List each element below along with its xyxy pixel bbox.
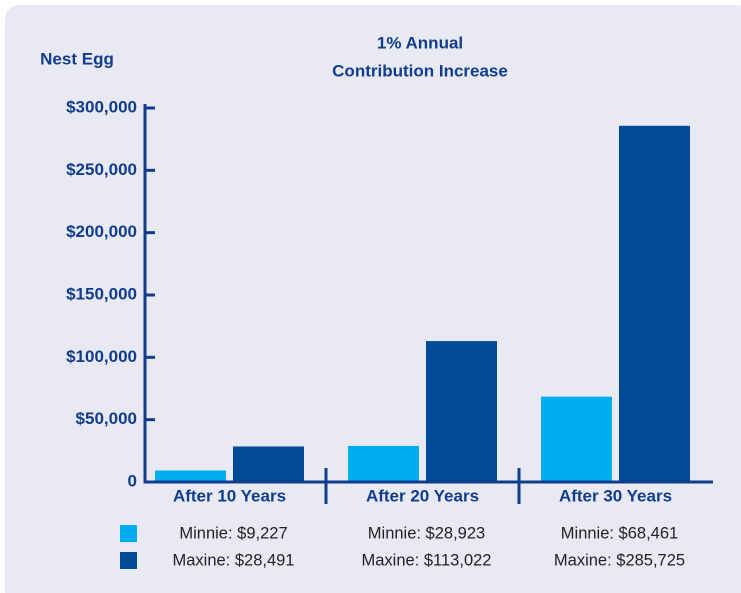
bar bbox=[619, 125, 690, 482]
value-label: Maxine: $285,725 bbox=[554, 551, 685, 569]
value-label: Minnie: $28,923 bbox=[368, 524, 485, 542]
x-tick-label: After 10 Years bbox=[173, 486, 286, 505]
bar bbox=[233, 446, 304, 482]
y-tick-label: $100,000 bbox=[66, 347, 137, 366]
bar bbox=[541, 396, 612, 482]
x-tick-label: After 20 Years bbox=[366, 486, 479, 505]
x-tick-label: After 30 Years bbox=[559, 486, 672, 505]
chart-title: 1% Annual bbox=[377, 33, 463, 52]
y-tick-label: $150,000 bbox=[66, 284, 137, 303]
y-tick-label: $200,000 bbox=[66, 222, 137, 241]
value-label: Minnie: $9,227 bbox=[179, 524, 287, 542]
y-tick-label: 0 bbox=[128, 471, 137, 490]
value-label: Minnie: $68,461 bbox=[561, 524, 678, 542]
y-tick-label: $300,000 bbox=[66, 97, 137, 116]
chart-title: Contribution Increase bbox=[332, 61, 508, 80]
y-tick-label: $250,000 bbox=[66, 160, 137, 179]
value-label: Maxine: $113,022 bbox=[362, 551, 492, 569]
bar bbox=[155, 470, 226, 482]
bar bbox=[348, 445, 419, 482]
y-tick-label: $50,000 bbox=[76, 409, 137, 428]
bar bbox=[426, 341, 497, 482]
y-axis-label: Nest Egg bbox=[40, 49, 114, 68]
legend-swatch bbox=[120, 525, 137, 542]
legend-swatch bbox=[120, 552, 137, 569]
value-label: Maxine: $28,491 bbox=[172, 551, 294, 569]
